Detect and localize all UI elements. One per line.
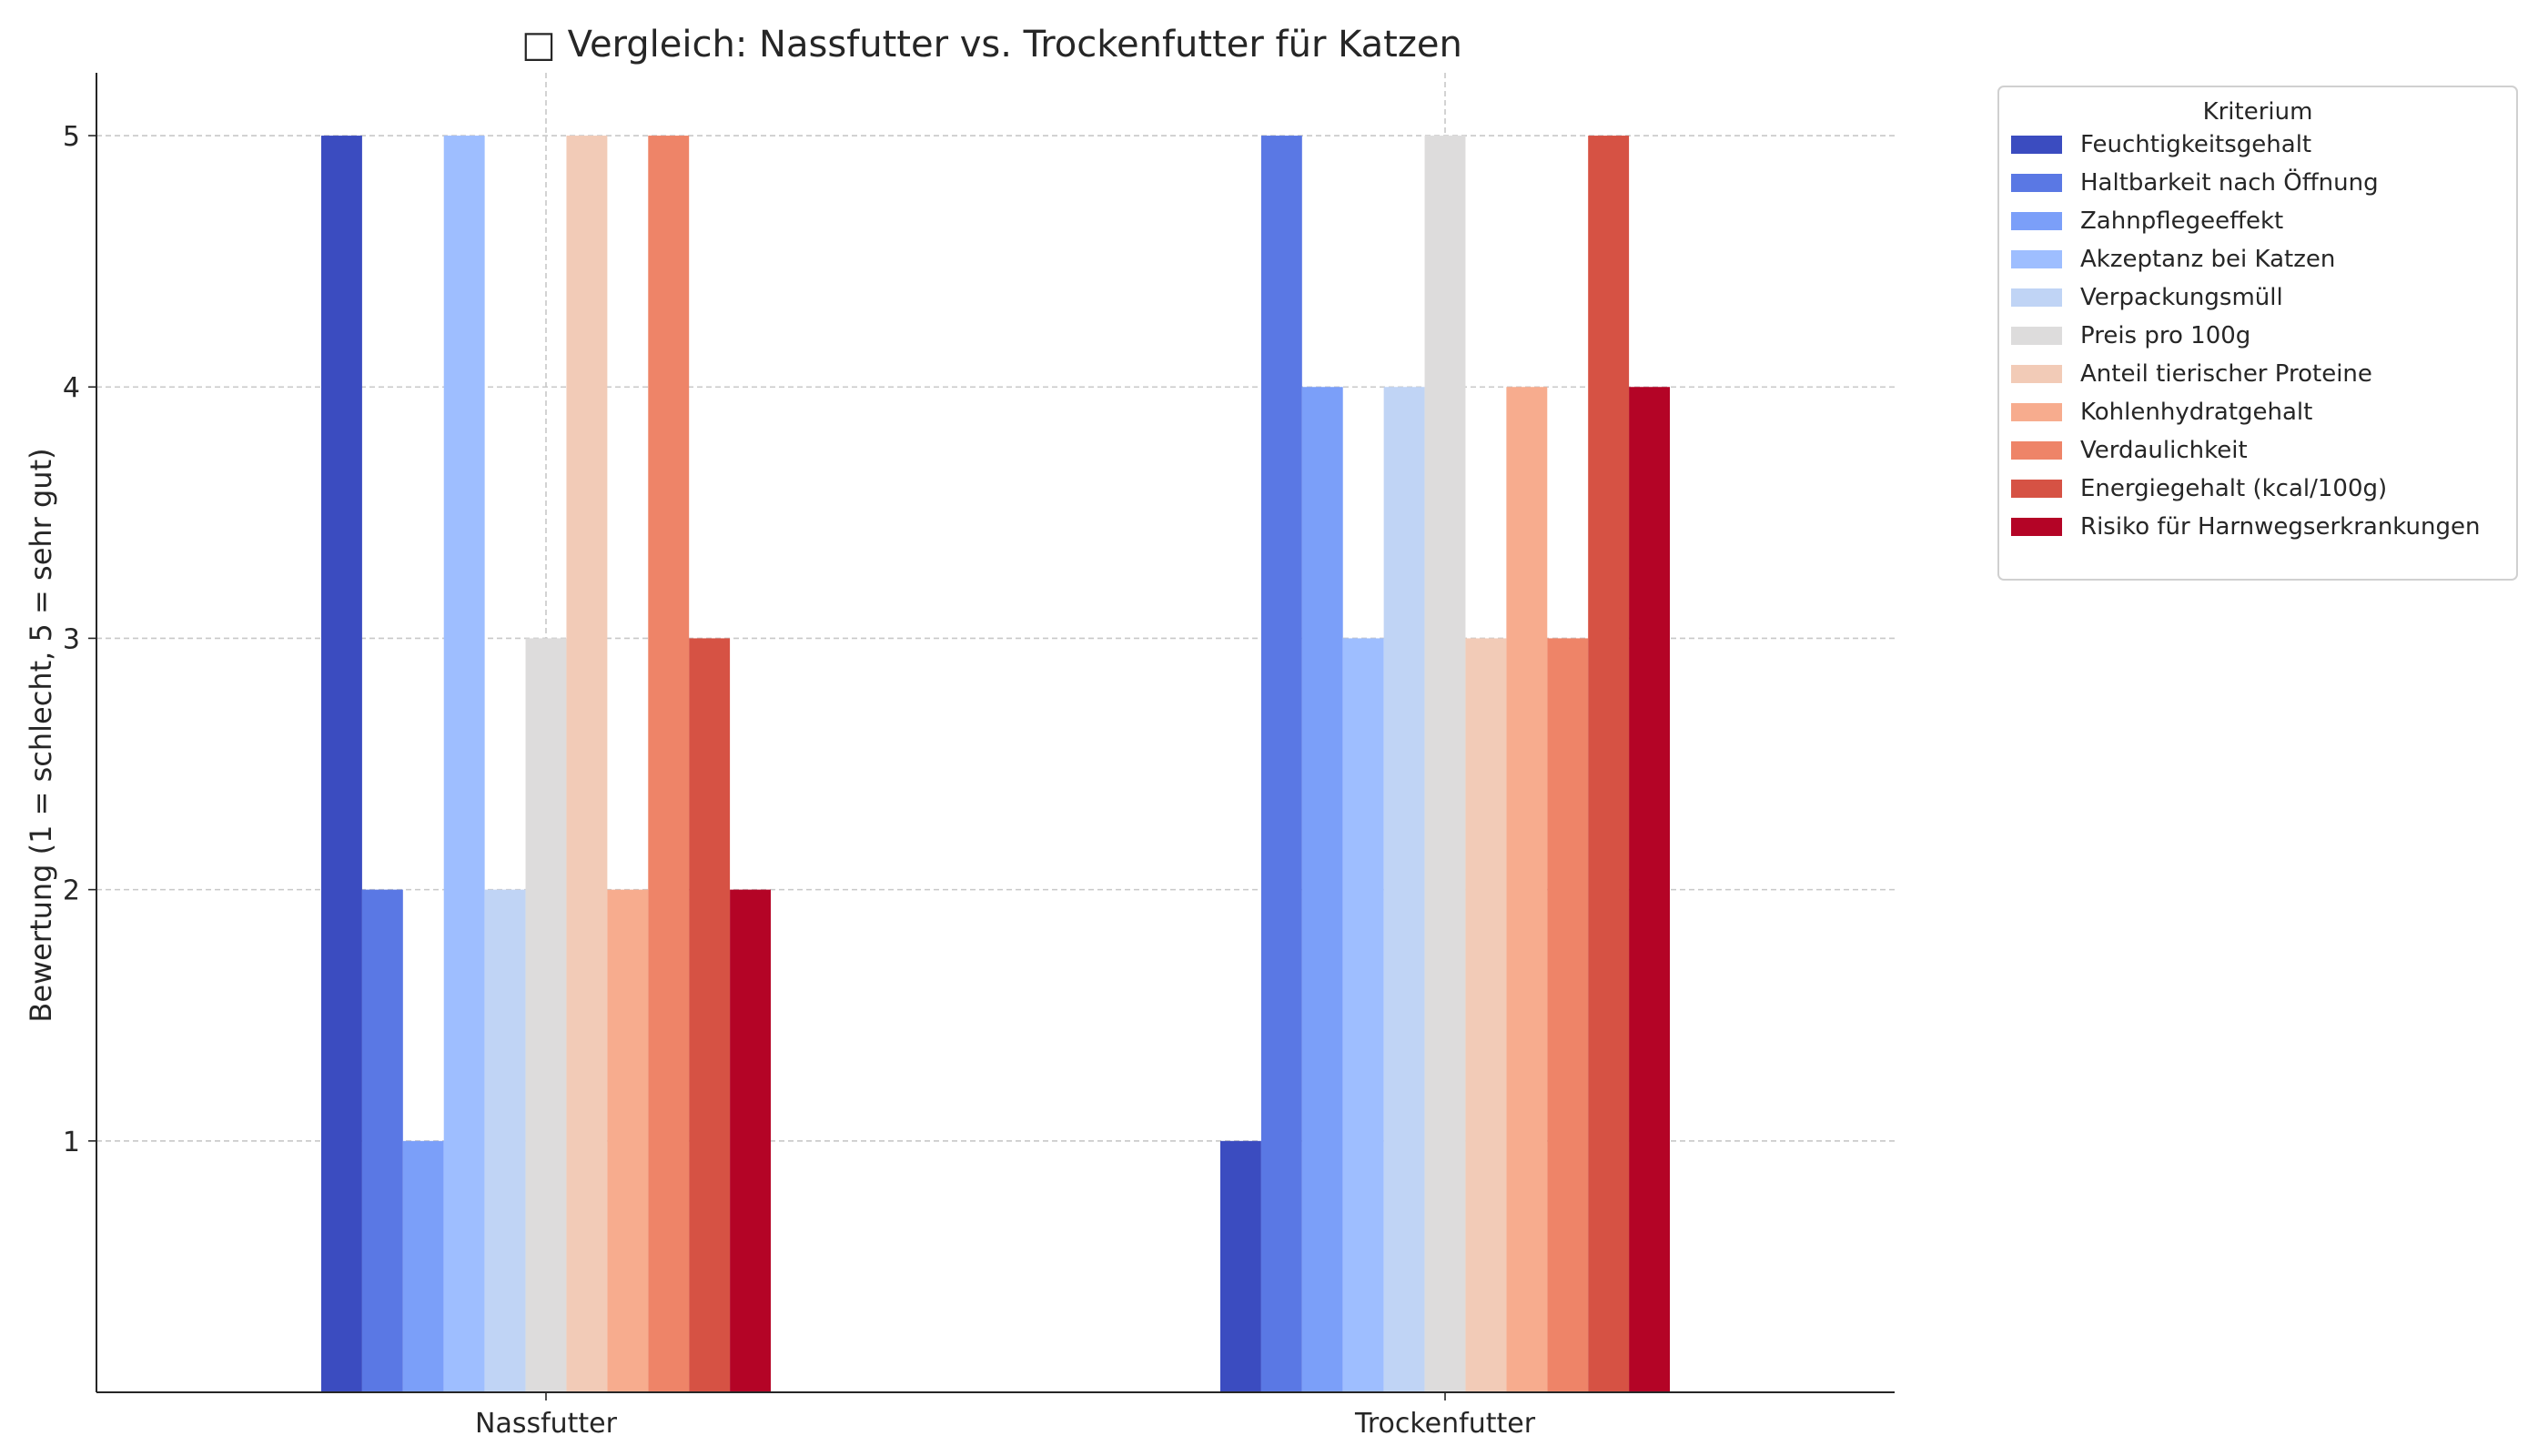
y-tick-label: 1 [63, 1127, 80, 1158]
legend-swatch [2011, 327, 2062, 345]
bar-trockenfutter-series-8 [1506, 387, 1548, 1393]
legend-label: Verpackungsmüll [2080, 284, 2283, 311]
bar-nassfutter-series-5 [484, 889, 526, 1392]
legend-swatch [2011, 288, 2062, 307]
bar-trockenfutter-series-3 [1301, 387, 1343, 1393]
x-tick-label: Nassfutter [475, 1408, 618, 1440]
bar-nassfutter-series-7 [566, 136, 608, 1393]
legend-label: Risiko für Harnwegserkrankungen [2080, 513, 2481, 541]
y-tick-label: 2 [63, 875, 80, 907]
legend-swatch [2011, 365, 2062, 383]
legend-swatch [2011, 250, 2062, 268]
legend-label: Energiegehalt (kcal/100g) [2080, 475, 2387, 502]
bar-trockenfutter-series-7 [1465, 638, 1507, 1392]
legend-label: Verdaulichkeit [2080, 437, 2248, 464]
ticks-layer: 1 2 3 4 5 Nassfutter Trockenfutter [63, 121, 1536, 1440]
bar-trockenfutter-series-2 [1260, 136, 1302, 1393]
legend-frame [1997, 86, 2518, 581]
legend-swatch [2011, 136, 2062, 154]
legend-label: Feuchtigkeitsgehalt [2080, 131, 2311, 158]
legend-label: Anteil tierischer Proteine [2080, 360, 2372, 388]
chart-title: □ Vergleich: Nassfutter vs. Trockenfutte… [521, 24, 1462, 66]
y-tick-label: 3 [63, 623, 80, 655]
bar-nassfutter-series-6 [525, 638, 567, 1392]
bar-nassfutter-series-4 [443, 136, 485, 1393]
y-tick-label: 4 [63, 372, 80, 404]
legend-swatch [2011, 480, 2062, 498]
bar-trockenfutter-series-5 [1383, 387, 1425, 1393]
bar-trockenfutter-series-9 [1547, 638, 1589, 1392]
bar-nassfutter-series-3 [402, 1140, 444, 1392]
bar-trockenfutter-series-1 [1220, 1140, 1261, 1392]
bar-nassfutter-series-11 [730, 889, 771, 1392]
legend-label: Kohlenhydratgehalt [2080, 399, 2312, 426]
legend-label: Haltbarkeit nach Öffnung [2080, 167, 2379, 197]
legend-swatch [2011, 403, 2062, 421]
bar-nassfutter-series-2 [361, 889, 403, 1392]
bar-trockenfutter-series-6 [1424, 136, 1466, 1393]
legend-swatch [2011, 174, 2062, 192]
legend-swatch [2011, 518, 2062, 536]
bar-nassfutter-series-8 [607, 889, 649, 1392]
bar-trockenfutter-series-11 [1629, 387, 1670, 1393]
bar-nassfutter-series-9 [648, 136, 690, 1393]
legend-title: Kriterium [2203, 98, 2313, 126]
axes-layer [96, 73, 1895, 1393]
x-tick-label: Trockenfutter [1354, 1408, 1536, 1440]
legend-label: Zahnpflegeeffekt [2080, 207, 2283, 235]
bar-nassfutter-series-10 [689, 638, 731, 1392]
bar-trockenfutter-series-10 [1588, 136, 1630, 1393]
legend-label: Preis pro 100g [2080, 322, 2250, 349]
legend-label: Akzeptanz bei Katzen [2080, 246, 2335, 273]
y-tick-label: 5 [63, 121, 80, 153]
bar-trockenfutter-series-4 [1342, 638, 1384, 1392]
legend-swatch [2011, 441, 2062, 460]
bar-nassfutter-series-1 [321, 136, 362, 1393]
y-axis-label: Bewertung (1 = schlecht, 5 = sehr gut) [24, 448, 58, 1022]
legend-swatch [2011, 212, 2062, 230]
bars-layer [321, 136, 1670, 1393]
legend: Kriterium Feuchtigkeitsgehalt Haltbarkeit … [1997, 86, 2518, 581]
